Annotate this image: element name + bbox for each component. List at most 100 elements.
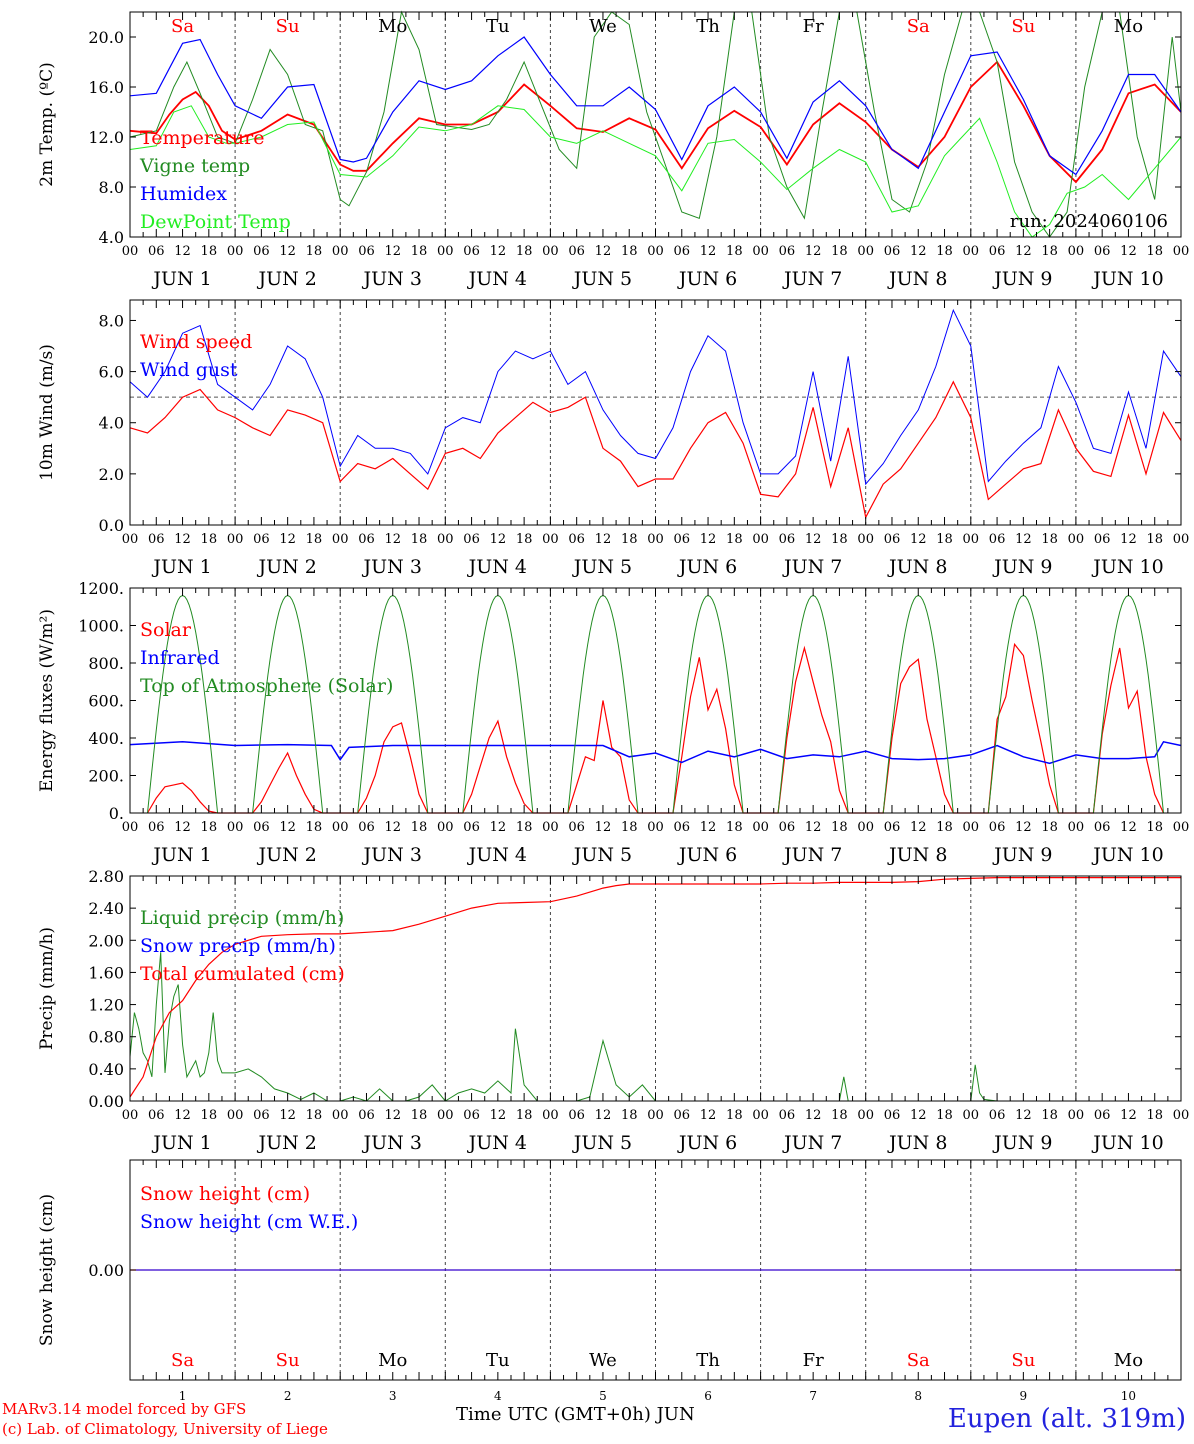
x-hour-label: 00 <box>963 244 980 259</box>
x-hour-label: 12 <box>174 1108 191 1123</box>
x-hour-label: 18 <box>936 244 953 259</box>
x-date-label: JUN 3 <box>362 556 422 578</box>
x-hour-label: 12 <box>595 820 612 835</box>
x-date-label: JUN 2 <box>256 268 316 290</box>
y-tick-label: 20.0 <box>88 28 124 47</box>
x-date-label: JUN 4 <box>467 556 527 578</box>
x-date-label: JUN 2 <box>256 844 316 866</box>
weekday-label: Sa <box>907 1350 930 1371</box>
legend-entry: Liquid precip (mm/h) <box>140 907 344 929</box>
weekday-label: Mo <box>1114 16 1143 37</box>
credit-line-2: (c) Lab. of Climatology, University of L… <box>2 1420 328 1438</box>
x-date-label: JUN 6 <box>677 1132 737 1154</box>
x-date-label: JUN 1 <box>151 844 211 866</box>
x-hour-label: 12 <box>910 244 927 259</box>
y-tick-label: 0.40 <box>88 1060 124 1079</box>
x-hour-label: 00 <box>122 532 139 547</box>
x-hour-label: 12 <box>1015 244 1032 259</box>
weekday-label: We <box>589 16 617 37</box>
y-axis-label: Energy fluxes (W/m²) <box>37 609 57 792</box>
x-hour-label: 18 <box>1041 244 1058 259</box>
series-line-2 <box>129 740 1182 765</box>
x-hour-label: 12 <box>174 820 191 835</box>
y-tick-label: 12.0 <box>88 128 124 147</box>
weekday-label: Th <box>696 16 720 37</box>
weekday-label: Su <box>1011 1350 1035 1371</box>
x-hour-label: 18 <box>201 1108 218 1123</box>
day-number-label: 7 <box>809 1389 817 1403</box>
x-hour-label: 06 <box>674 244 691 259</box>
x-hour-label: 12 <box>805 820 822 835</box>
weekday-label: Sa <box>171 1350 194 1371</box>
y-tick-label: 200. <box>88 767 124 786</box>
x-hour-label: 06 <box>463 244 480 259</box>
legend-entry: DewPoint Temp <box>140 211 291 233</box>
x-hour-label: 00 <box>752 244 769 259</box>
x-date-label: JUN 5 <box>572 844 632 866</box>
x-hour-label: 06 <box>148 244 165 259</box>
weekday-label: Th <box>696 1350 720 1371</box>
x-hour-label: 06 <box>568 820 585 835</box>
legend-entry: Wind gust <box>140 359 238 381</box>
x-hour-label: 18 <box>1041 820 1058 835</box>
x-hour-label: 12 <box>490 532 507 547</box>
x-hour-label: 06 <box>568 532 585 547</box>
x-hour-label: 06 <box>884 244 901 259</box>
y-tick-label: 2.00 <box>88 931 124 950</box>
x-date-label: JUN 9 <box>992 556 1052 578</box>
x-date-label: JUN 1 <box>151 268 211 290</box>
x-hour-label: 06 <box>463 820 480 835</box>
x-hour-label: 12 <box>910 820 927 835</box>
x-hour-label: 00 <box>332 820 349 835</box>
x-hour-label: 18 <box>306 1108 323 1123</box>
x-hour-label: 06 <box>253 532 270 547</box>
x-date-label: JUN 10 <box>1091 1132 1163 1154</box>
y-tick-label: 2.40 <box>88 899 124 918</box>
x-date-label: JUN 6 <box>677 268 737 290</box>
y-tick-label: 6.0 <box>99 363 124 382</box>
y-axis-label: 2m Temp. (ºC) <box>37 62 57 187</box>
x-hour-label: 00 <box>857 244 874 259</box>
x-hour-label: 06 <box>674 820 691 835</box>
x-hour-label: 00 <box>1173 820 1190 835</box>
x-hour-label: 00 <box>542 244 559 259</box>
x-hour-label: 18 <box>621 1108 638 1123</box>
x-hour-label: 12 <box>384 532 401 547</box>
x-hour-label: 00 <box>542 1108 559 1123</box>
x-hour-label: 06 <box>568 1108 585 1123</box>
x-hour-label: 12 <box>595 532 612 547</box>
day-number-label: 8 <box>914 1389 922 1403</box>
x-hour-label: 18 <box>936 532 953 547</box>
x-hour-label: 18 <box>306 532 323 547</box>
legend-entry: Total cumulated (cm) <box>140 963 345 985</box>
x-hour-label: 12 <box>279 532 296 547</box>
x-hour-label: 12 <box>1120 1108 1137 1123</box>
day-number-label: 2 <box>284 1389 292 1403</box>
x-hour-label: 00 <box>227 1108 244 1123</box>
x-hour-label: 00 <box>647 532 664 547</box>
y-tick-label: 0.00 <box>88 1092 124 1111</box>
x-hour-label: 12 <box>490 820 507 835</box>
x-hour-label: 18 <box>831 244 848 259</box>
x-hour-label: 12 <box>700 532 717 547</box>
legend-entry: Vigne temp <box>139 155 250 177</box>
x-hour-label: 12 <box>1120 244 1137 259</box>
x-hour-label: 06 <box>358 532 375 547</box>
x-hour-label: 12 <box>700 820 717 835</box>
x-hour-label: 06 <box>884 820 901 835</box>
day-number-label: 4 <box>494 1389 502 1403</box>
x-hour-label: 00 <box>752 1108 769 1123</box>
series-line-2 <box>129 308 1182 486</box>
x-hour-label: 00 <box>122 1108 139 1123</box>
x-date-label: JUN 7 <box>782 268 842 290</box>
x-hour-label: 06 <box>674 1108 691 1123</box>
x-hour-label: 18 <box>516 820 533 835</box>
y-tick-label: 600. <box>88 692 124 711</box>
x-hour-label: 00 <box>1068 244 1085 259</box>
panel-1: 4.0 8.0 12.0 16.0 20.0 2m Temp. (ºC) Temperatu… <box>37 10 1189 290</box>
x-hour-label: 06 <box>779 244 796 259</box>
x-hour-label: 06 <box>358 820 375 835</box>
y-tick-label: 0.80 <box>88 1028 124 1047</box>
x-date-label: JUN 10 <box>1091 556 1163 578</box>
